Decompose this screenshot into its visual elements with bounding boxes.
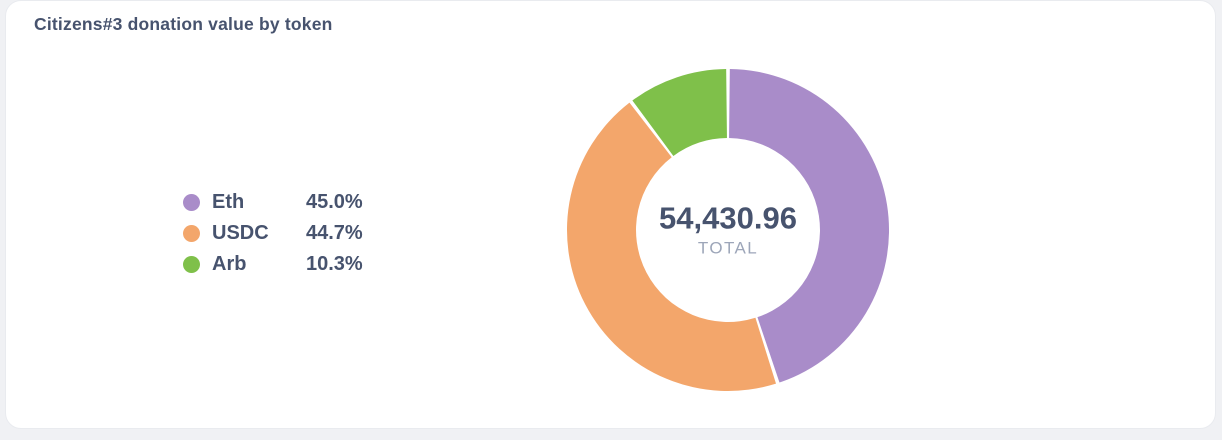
donut-chart: 54,430.96 TOTAL bbox=[538, 40, 918, 420]
legend-label: USDC bbox=[212, 222, 269, 244]
legend-swatch-icon bbox=[183, 256, 200, 273]
donut-segment-usdc[interactable] bbox=[567, 102, 777, 391]
legend-item-arb[interactable]: Arb 10.3% bbox=[183, 249, 363, 280]
legend-item-usdc[interactable]: USDC 44.7% bbox=[183, 218, 363, 249]
legend-swatch-icon bbox=[183, 194, 200, 211]
legend-label: Arb bbox=[212, 253, 247, 275]
legend-item-eth[interactable]: Eth 45.0% bbox=[183, 187, 363, 218]
chart-legend: Eth 45.0% USDC 44.7% Arb 10.3% bbox=[183, 187, 363, 280]
donut-svg bbox=[567, 69, 890, 391]
legend-percent: 44.7% bbox=[306, 222, 363, 244]
legend-percent: 45.0% bbox=[306, 191, 363, 213]
legend-swatch-icon bbox=[183, 225, 200, 242]
donut-segment-eth[interactable] bbox=[729, 69, 890, 383]
legend-label: Eth bbox=[212, 191, 245, 213]
chart-card: Citizens#3 donation value by token Eth 45… bbox=[5, 0, 1216, 429]
donut-segment-arb[interactable] bbox=[632, 69, 727, 156]
chart-title: Citizens#3 donation value by token bbox=[34, 14, 333, 34]
legend-percent: 10.3% bbox=[306, 253, 363, 275]
